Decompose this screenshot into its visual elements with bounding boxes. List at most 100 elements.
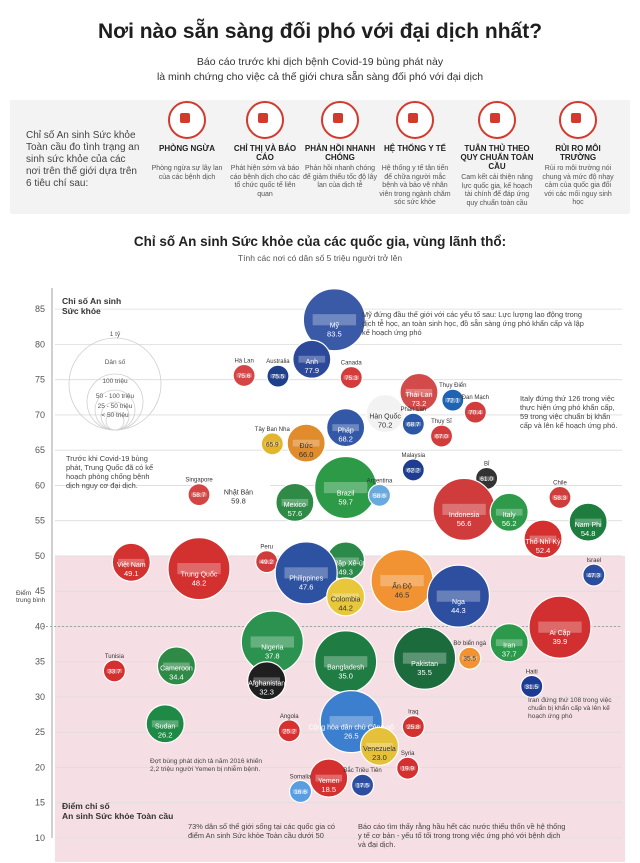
annotation-bottom-right: Báo cáo tìm thấy rằng hầu hết các nước t… bbox=[358, 822, 566, 849]
annotation-china: Trước khi Covid-19 bùng phát, Trung Quốc… bbox=[66, 454, 154, 490]
country-name-label: Thổ Nhĩ Kỳ bbox=[526, 538, 562, 546]
country-bubble: Chile 58.3 bbox=[548, 480, 572, 510]
country-name-label: Hàn Quốc bbox=[369, 411, 401, 420]
country-bubble-circle bbox=[274, 541, 338, 605]
warning-icon bbox=[559, 101, 597, 139]
legend-entry: Dân số bbox=[105, 357, 126, 366]
page-title: Nơi nào sẵn sàng đối phó với đại dịch nh… bbox=[97, 20, 543, 43]
flag-stripe bbox=[332, 557, 359, 565]
country-value-label: 65.9 bbox=[266, 441, 279, 448]
country-value-label: 16.6 bbox=[294, 789, 307, 796]
criterion-title: RỦI RO MÔI TRƯỜNG bbox=[555, 144, 601, 162]
country-bubble-circle bbox=[393, 626, 457, 690]
stopwatch-icon bbox=[321, 101, 359, 139]
flag-stripe bbox=[380, 575, 424, 587]
flag-stripe bbox=[343, 375, 359, 380]
y-axis-bottom-title: Điểm chỉ số An sinh Sức khỏe Toàn cầu bbox=[62, 801, 173, 821]
flag-stripe bbox=[250, 636, 295, 648]
country-name-label: Iraq bbox=[408, 710, 418, 716]
country-value-label: 37.7 bbox=[502, 649, 517, 658]
country-bubble: Hà Lan 75.6 bbox=[232, 358, 256, 388]
country-value-label: 49.2 bbox=[260, 559, 273, 566]
country-bubble: Đan Mạch 70.4 bbox=[462, 395, 489, 424]
country-value-label: 54.8 bbox=[581, 529, 596, 538]
country-value-label: 59.7 bbox=[338, 497, 353, 506]
flag-stripe bbox=[405, 388, 433, 396]
country-value-label: 47.3 bbox=[587, 572, 600, 579]
country-name-label: Pakistan bbox=[411, 661, 438, 668]
flag-stripe bbox=[436, 590, 481, 602]
country-bubble-circle bbox=[463, 400, 487, 424]
country-name-label: Afghanistan bbox=[248, 681, 285, 688]
flag-stripe bbox=[163, 662, 190, 670]
country-bubble: Tunisia 33.7 bbox=[102, 654, 127, 683]
flag-stripe bbox=[281, 728, 297, 733]
country-bubble-circle bbox=[520, 674, 544, 698]
y-tick-label: 60 bbox=[35, 480, 45, 490]
country-name-label: Philippines bbox=[289, 576, 323, 583]
flag-stripe bbox=[216, 481, 261, 493]
legend-entry: 50 - 100 triệu bbox=[96, 393, 135, 400]
country-name-label: Cameroon bbox=[160, 666, 193, 673]
flag-stripe bbox=[264, 441, 281, 446]
country-bubble: Singapore 58.7 bbox=[185, 478, 213, 507]
country-bubble-circle bbox=[286, 423, 326, 463]
country-name-label: Indonesia bbox=[449, 512, 479, 519]
country-name-label: Đan Mạch bbox=[462, 395, 489, 401]
country-bubble-circle bbox=[309, 758, 349, 798]
country-name-label: Pháp bbox=[337, 427, 353, 434]
country-bubble-circle bbox=[396, 756, 420, 780]
country-bubble: Somalia 16.6 bbox=[288, 774, 313, 804]
virus-gear-icon bbox=[246, 101, 284, 139]
country-bubble-circle bbox=[326, 408, 366, 448]
country-bubble: Phần Lan 68.7 bbox=[400, 407, 426, 436]
country-bubble: Australia 75.5 bbox=[266, 359, 290, 388]
flag-stripe bbox=[332, 593, 359, 601]
country-name-label: Nga bbox=[452, 599, 465, 606]
country-bubble-circle bbox=[399, 372, 439, 412]
country-name-label: Phần Lan bbox=[400, 407, 426, 413]
country-name-label: Thụy Sĩ bbox=[431, 419, 452, 425]
country-value-label: 46.5 bbox=[395, 590, 410, 599]
country-bubble-circle bbox=[167, 537, 231, 601]
flag-stripe bbox=[312, 314, 357, 326]
bubble-chart: 10 15 20 25 30 35 40 45 50 55 60 65 70 75 80 85 1 tỷ Dân… bbox=[0, 270, 640, 863]
country-name-label: Yemen bbox=[318, 778, 340, 785]
y-tick-label: 75 bbox=[35, 375, 45, 385]
y-tick-label: 80 bbox=[35, 339, 45, 349]
country-name-label: Argentina bbox=[367, 478, 393, 484]
country-value-label: 35.5 bbox=[417, 668, 432, 677]
midpoint-label-line-1: Điểm bbox=[16, 590, 32, 597]
country-name-label: Syria bbox=[401, 751, 415, 757]
flag-stripe bbox=[371, 493, 388, 498]
country-bubble: Malaysia 62.2 bbox=[401, 453, 426, 482]
country-bubble-circle bbox=[292, 339, 332, 379]
country-name-label: Chile bbox=[553, 480, 567, 486]
country-bubble: Thụy Sĩ 67.0 bbox=[429, 419, 454, 448]
country-name-label: Australia bbox=[266, 359, 290, 365]
flag-stripe bbox=[258, 559, 275, 564]
criterion-title: PHÒNG NGỪA bbox=[159, 144, 215, 153]
country-name-label: Singapore bbox=[185, 478, 213, 484]
country-bubble-circle bbox=[275, 482, 315, 522]
flag-stripe bbox=[399, 766, 416, 771]
country-bubble-circle bbox=[367, 483, 392, 507]
country-value-label: 26.5 bbox=[344, 731, 359, 740]
flag-stripe bbox=[332, 424, 359, 432]
country-bubble-circle bbox=[266, 364, 290, 388]
flag-stripe bbox=[298, 355, 326, 363]
country-bubble-circle bbox=[288, 779, 313, 804]
